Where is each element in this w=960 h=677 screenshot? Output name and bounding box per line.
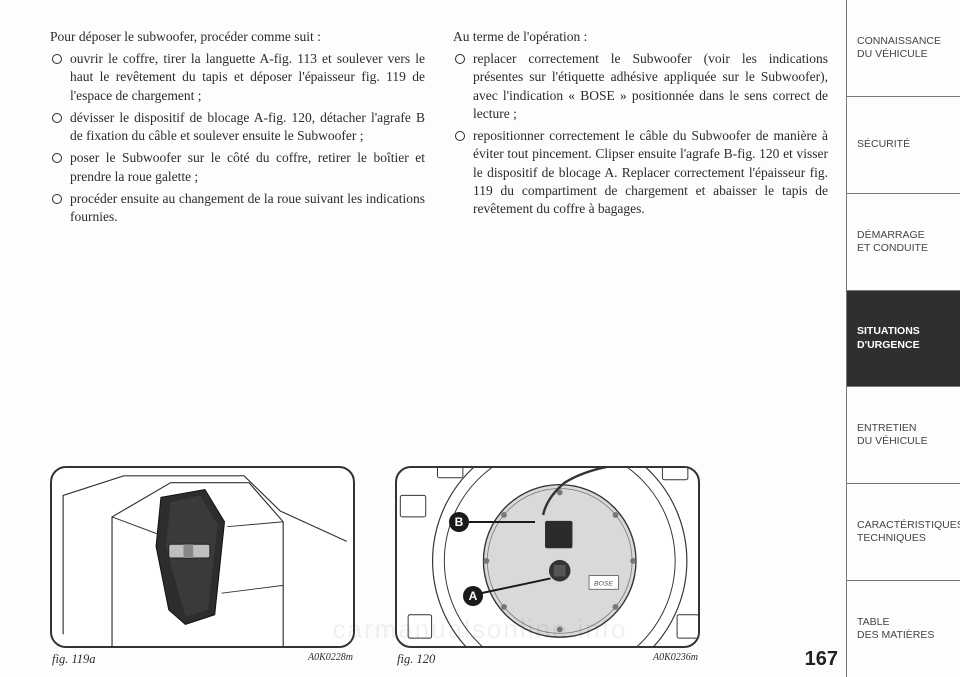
right-list: replacer correctement le Subwoofer (voir…	[453, 50, 828, 218]
tab-label: TABLEDES MATIÈRES	[857, 616, 934, 642]
tool-bag-icon	[52, 468, 353, 646]
figure-120: BOSE B A fig. 120 A0K0236m	[395, 466, 700, 667]
tab-label: DÉMARRAGEET CONDUITE	[857, 229, 928, 255]
figure-120-code: A0K0236m	[653, 652, 698, 667]
left-intro: Pour déposer le subwoofer, procéder comm…	[50, 28, 425, 46]
right-intro: Au terme de l'opération :	[453, 28, 828, 46]
figure-120-image: BOSE B A	[395, 466, 700, 648]
marker-a: A	[463, 586, 483, 606]
marker-b: B	[449, 512, 469, 532]
figure-119a-label: fig. 119a	[52, 652, 96, 667]
tab-connaissance[interactable]: CONNAISSANCEDU VÉHICULE	[847, 0, 960, 97]
tab-table-matieres[interactable]: TABLEDES MATIÈRES	[847, 581, 960, 677]
left-item-1: dévisser le dispositif de blocage A-fig.…	[50, 109, 425, 145]
sidebar-tabs: CONNAISSANCEDU VÉHICULE SÉCURITÉ DÉMARRA…	[846, 0, 960, 677]
tab-situations-urgence[interactable]: SITUATIONSD'URGENCE	[847, 291, 960, 388]
figures-row: fig. 119a A0K0228m	[50, 466, 700, 667]
left-item-0: ouvrir le coffre, tirer la languette A-f…	[50, 50, 425, 105]
svg-text:BOSE: BOSE	[594, 580, 613, 587]
tab-entretien[interactable]: ENTRETIENDU VÉHICULE	[847, 387, 960, 484]
right-item-0: replacer correctement le Subwoofer (voir…	[453, 50, 828, 123]
left-item-3: procéder ensuite au changement de la rou…	[50, 190, 425, 226]
figure-119a-image	[50, 466, 355, 648]
tab-label: ENTRETIENDU VÉHICULE	[857, 422, 928, 448]
tab-label: SÉCURITÉ	[857, 138, 910, 151]
tab-label: SITUATIONSD'URGENCE	[857, 325, 920, 351]
figure-120-caption: fig. 120 A0K0236m	[395, 652, 700, 667]
page-number: 167	[805, 648, 838, 671]
left-list: ouvrir le coffre, tirer la languette A-f…	[50, 50, 425, 226]
tab-label: CARACTÉRISTIQUESTECHNIQUES	[857, 519, 960, 545]
spare-wheel-icon: BOSE	[397, 468, 698, 646]
figure-119a: fig. 119a A0K0228m	[50, 466, 355, 667]
tab-securite[interactable]: SÉCURITÉ	[847, 97, 960, 194]
tab-label: CONNAISSANCEDU VÉHICULE	[857, 35, 941, 61]
figure-119a-caption: fig. 119a A0K0228m	[50, 652, 355, 667]
tab-caracteristiques[interactable]: CARACTÉRISTIQUESTECHNIQUES	[847, 484, 960, 581]
figure-119a-code: A0K0228m	[308, 652, 353, 667]
left-item-2: poser le Subwoofer sur le côté du coffre…	[50, 149, 425, 185]
tab-demarrage[interactable]: DÉMARRAGEET CONDUITE	[847, 194, 960, 291]
figure-120-label: fig. 120	[397, 652, 435, 667]
right-item-1: repositionner correctement le câble du S…	[453, 127, 828, 218]
lead-line-b	[467, 521, 535, 523]
